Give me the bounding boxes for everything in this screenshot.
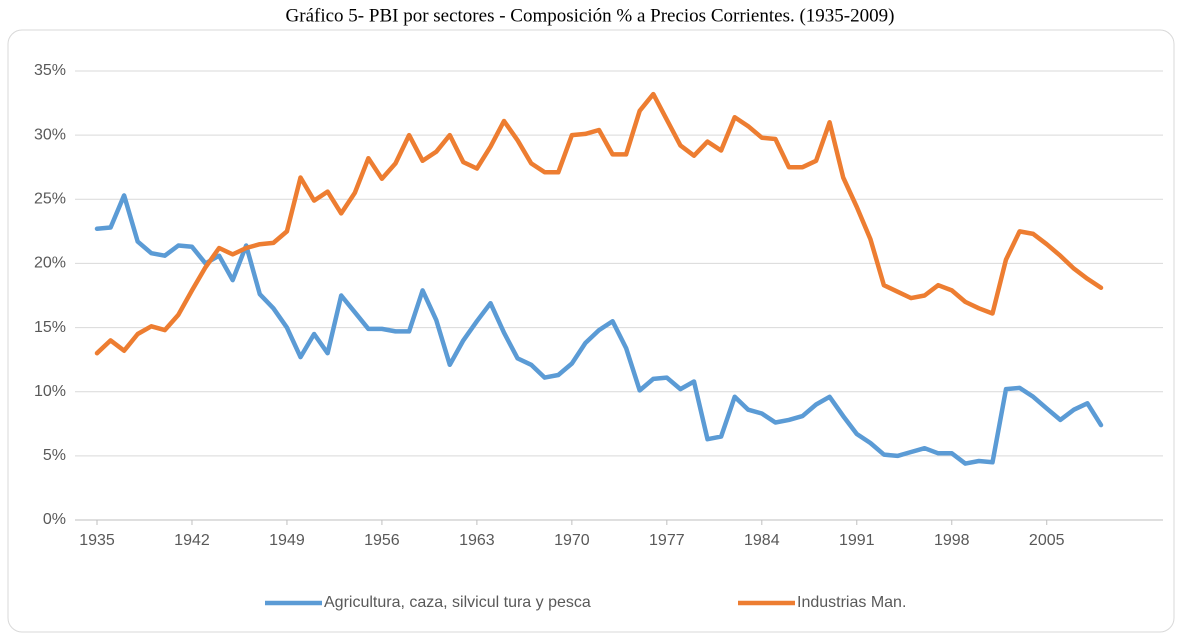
x-tick-label: 1942 <box>174 532 210 549</box>
series-line <box>94 193 1104 466</box>
y-tick-label: 35% <box>34 62 66 79</box>
chart-title: Gráfico 5- PBI por sectores - Composició… <box>286 5 895 26</box>
y-tick-label: 30% <box>34 126 66 143</box>
x-tick-label: 1935 <box>79 532 115 549</box>
y-tick-label: 0% <box>43 511 66 528</box>
series-line <box>94 91 1104 356</box>
y-tick-label: 5% <box>43 447 66 464</box>
y-tick-label: 15% <box>34 319 66 336</box>
y-tick-label: 10% <box>34 383 66 400</box>
x-tick-label: 1977 <box>649 532 685 549</box>
x-tick-label: 1991 <box>839 532 875 549</box>
x-tick-label: 2005 <box>1029 532 1065 549</box>
x-tick-label: 1970 <box>554 532 590 549</box>
legend-label: Agricultura, caza, silvicul tura y pesca <box>324 594 591 611</box>
y-tick-label: 20% <box>34 255 66 272</box>
x-tick-label: 1998 <box>934 532 970 549</box>
legend-label: Industrias Man. <box>797 594 906 611</box>
x-tick-label: 1956 <box>364 532 400 549</box>
x-tick-label: 1984 <box>744 532 780 549</box>
x-tick-label: 1963 <box>459 532 495 549</box>
x-tick-label: 1949 <box>269 532 305 549</box>
y-tick-label: 25% <box>34 191 66 208</box>
